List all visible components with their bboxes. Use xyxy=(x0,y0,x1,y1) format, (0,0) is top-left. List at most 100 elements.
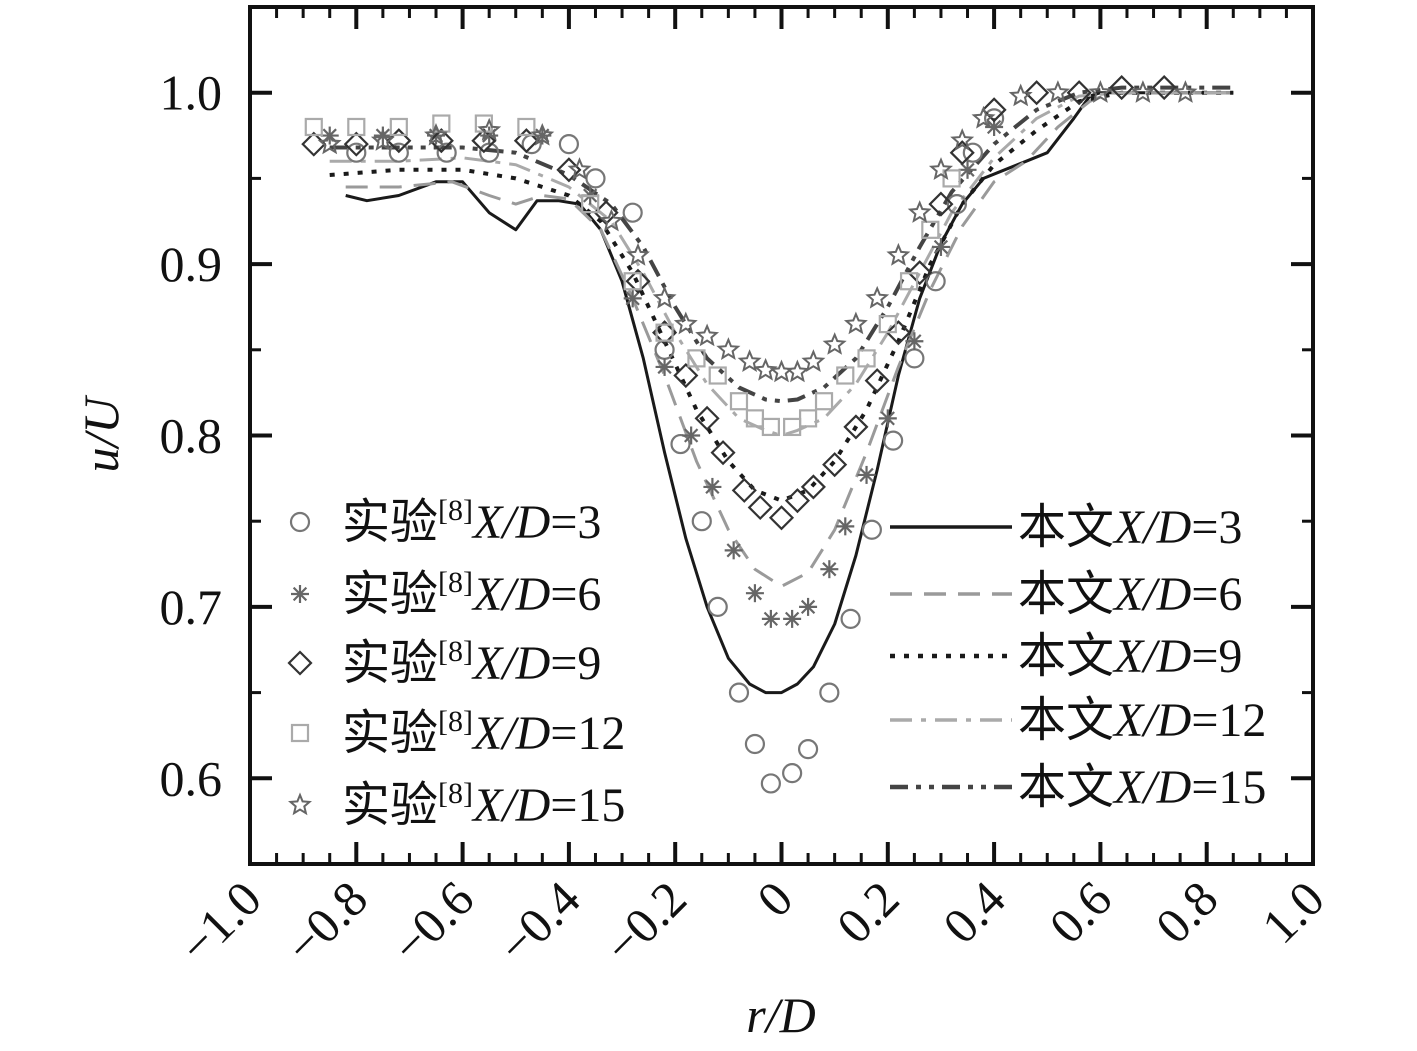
data-point-circle xyxy=(691,511,712,532)
data-point-star xyxy=(737,349,762,373)
legend-item-model: 本文X/D=3 xyxy=(890,501,1242,554)
data-point-square xyxy=(655,323,674,342)
y-tick-label: 1.0 xyxy=(160,65,223,121)
data-point-square xyxy=(921,220,940,239)
data-point-diamond xyxy=(768,505,795,531)
data-point-star xyxy=(424,123,448,146)
data-point-diamond xyxy=(428,128,454,154)
data-point-star xyxy=(971,105,996,129)
legend-item-experimental: 实验[8]X/D=15 xyxy=(288,777,625,832)
data-point-diamond xyxy=(822,452,848,478)
data-point-star xyxy=(673,311,698,335)
x-tick-label: −1.0 xyxy=(168,870,272,974)
legend-label: 本文X/D=3 xyxy=(1018,501,1242,554)
legend-item-experimental: 实验[8]X/D=9 xyxy=(287,635,601,690)
data-point-diamond xyxy=(694,405,720,431)
model-series-line-dashed xyxy=(345,91,1234,588)
data-point-diamond xyxy=(981,97,1007,123)
legend-label: 实验[8]X/D=3 xyxy=(342,494,601,549)
data-point-diamond xyxy=(1109,75,1135,101)
data-point-square xyxy=(708,366,727,385)
x-tick-label: 0.2 xyxy=(826,870,910,954)
data-point-diamond xyxy=(885,320,911,346)
data-point-square xyxy=(761,417,780,437)
data-point-circle xyxy=(782,763,803,784)
legend-label: 本文X/D=9 xyxy=(1018,630,1242,683)
data-point-asterisk xyxy=(820,560,839,579)
x-tick-label: −0.4 xyxy=(487,870,591,974)
data-point-asterisk xyxy=(682,426,701,445)
data-point-circle xyxy=(707,596,728,618)
data-point-diamond xyxy=(907,260,933,286)
x-tick-label: 0 xyxy=(746,870,803,927)
data-point-circle xyxy=(925,271,946,292)
data-point-circle xyxy=(744,733,766,755)
legend-label: 实验[8]X/D=6 xyxy=(342,566,601,621)
legend-item-experimental: 实验[8]X/D=6 xyxy=(291,566,601,621)
data-point-square xyxy=(729,392,749,411)
data-point-star xyxy=(907,200,932,223)
data-point-diamond xyxy=(949,140,975,166)
data-point-asterisk xyxy=(857,465,876,484)
data-point-square xyxy=(517,117,536,137)
data-point-square xyxy=(623,272,642,291)
data-point-asterisk xyxy=(783,609,802,628)
data-point-circle xyxy=(840,608,861,629)
legend-marker-asterisk xyxy=(291,585,309,603)
data-point-star xyxy=(1088,80,1113,103)
data-point-circle xyxy=(388,142,409,163)
legend-item-model: 本文X/D=12 xyxy=(890,694,1266,747)
data-point-asterisk xyxy=(878,409,897,428)
x-axis-title: r/D xyxy=(746,987,815,1043)
data-point-circle xyxy=(946,194,967,215)
data-point-square xyxy=(878,314,897,334)
data-point-circle xyxy=(962,142,983,163)
data-point-square xyxy=(798,409,818,428)
model-series-line-solid xyxy=(345,91,1234,695)
x-tick-label: 1.0 xyxy=(1251,870,1335,954)
data-point-circle xyxy=(760,773,781,794)
data-point-asterisk xyxy=(745,584,764,603)
data-point-circle xyxy=(728,682,750,703)
data-point-diamond xyxy=(625,268,651,294)
data-point-square xyxy=(347,117,366,137)
data-point-asterisk xyxy=(761,609,780,628)
data-point-circle xyxy=(558,134,580,155)
data-point-diamond xyxy=(928,191,954,217)
legend-item-model: 本文X/D=9 xyxy=(890,630,1242,683)
data-point-asterisk xyxy=(836,517,855,536)
legend-label: 实验[8]X/D=12 xyxy=(342,705,625,760)
legend-label: 本文X/D=6 xyxy=(1018,568,1242,621)
ticks xyxy=(248,7,1315,864)
data-point-star xyxy=(1045,80,1070,103)
data-point-star xyxy=(599,208,624,232)
data-point-circle xyxy=(346,142,367,163)
data-point-asterisk xyxy=(724,541,743,560)
data-point-circle xyxy=(883,430,904,451)
legend-label: 实验[8]X/D=15 xyxy=(342,777,625,832)
x-tick-labels: −1.0 −0.8 −0.6 −0.4 −0.2 0 0.2 0.4 0.6 0.8 1.0 xyxy=(168,870,1335,974)
y-tick-label: 0.9 xyxy=(160,236,223,292)
data-point-asterisk xyxy=(655,357,674,376)
data-point-star xyxy=(950,128,975,151)
y-axis-title: u/U xyxy=(73,395,129,473)
data-point-asterisk xyxy=(905,332,924,351)
data-point-circle xyxy=(819,682,840,703)
data-point-star xyxy=(716,337,741,361)
legend-marker-diamond xyxy=(287,650,313,676)
data-point-star xyxy=(370,128,395,151)
data-point-square xyxy=(814,392,834,411)
data-point-diamond xyxy=(864,368,890,394)
data-point-star xyxy=(317,131,342,155)
data-point-asterisk xyxy=(799,597,818,616)
x-tick-label: −0.8 xyxy=(274,870,378,974)
y-tick-label: 0.8 xyxy=(160,408,223,464)
x-tick-label: −0.6 xyxy=(381,870,485,974)
legend-experimental: 实验[8]X/D=3 实验[8]X/D=6 实验[8]X/D=9 实验[8]X/D=1… xyxy=(287,494,625,832)
data-point-star xyxy=(626,242,650,266)
x-tick-label: 0.6 xyxy=(1038,870,1122,954)
data-point-star xyxy=(843,311,868,335)
data-point-diamond xyxy=(513,128,539,154)
x-tick-label: 0.4 xyxy=(932,870,1016,954)
